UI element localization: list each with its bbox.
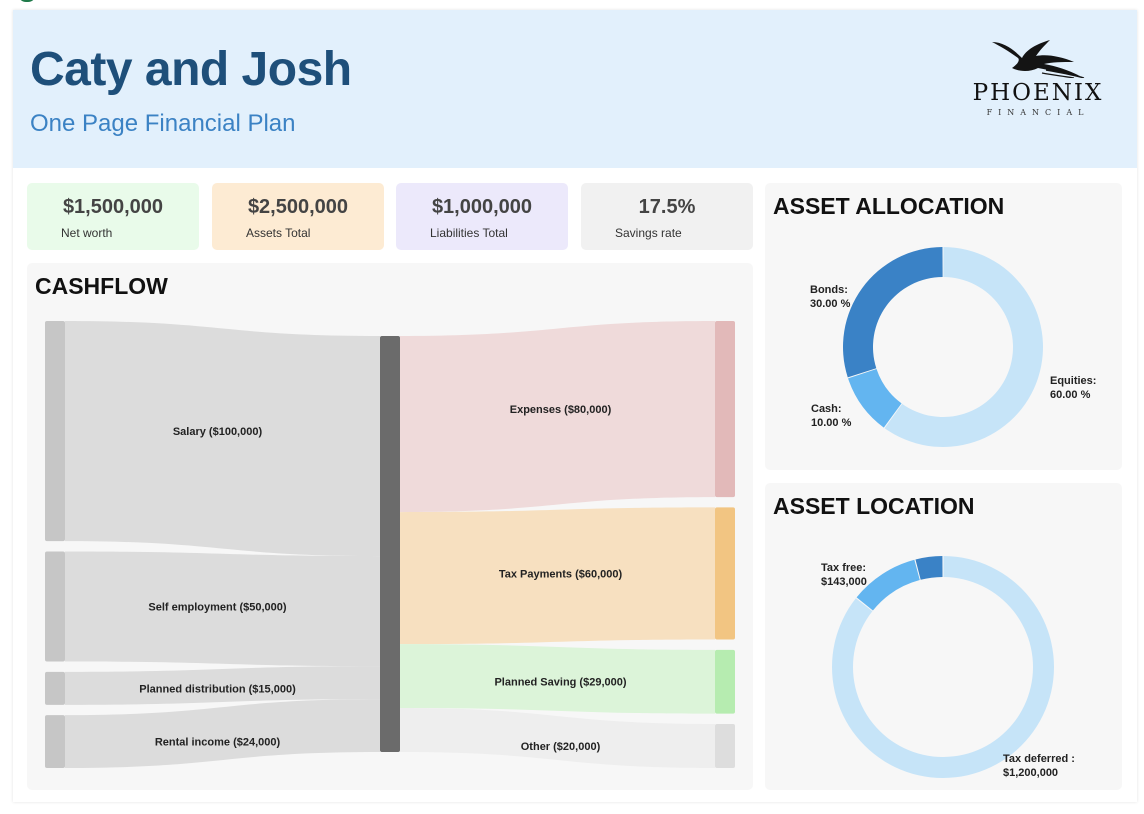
kpi-value: $2,500,000: [247, 196, 349, 218]
donut-slice-taxable: [915, 556, 943, 580]
kpi-label: Net worth: [61, 226, 113, 240]
donut-slice-bonds: [843, 247, 943, 378]
sankey-node-tax-payments: [715, 507, 735, 640]
asset-location-title: ASSET LOCATION: [773, 493, 975, 519]
sankey-link-tax-payments: [400, 507, 715, 645]
sankey-node-expenses: [715, 321, 735, 498]
donut-label-bonds: Bonds: 30.00 %: [810, 284, 851, 310]
kpi-label: Assets Total: [246, 226, 311, 240]
sankey-link-salary: [65, 321, 380, 557]
phoenix-bird-icon: [992, 40, 1085, 78]
sankey-node-rental-income: [45, 715, 65, 768]
sankey-node-planned-distribution: [45, 671, 65, 705]
financial-plan-page: Caty and Josh One Page Financial Plan PH…: [13, 10, 1137, 802]
savings-rate-card: 17.5% Savings rate: [581, 183, 753, 250]
kpi-value: $1,000,000: [431, 196, 533, 218]
asset-allocation-donut-chart: Equities: 60.00 % Cash: 10.00 % Bonds: 30.00 …: [810, 247, 1096, 447]
sankey-label-other: Other ($20,000): [521, 741, 601, 753]
asset-allocation-panel: ASSET ALLOCATION Equities: 60.00 % Cash: 10…: [765, 183, 1122, 470]
asset-allocation-title: ASSET ALLOCATION: [773, 193, 1005, 219]
plan-subtitle: One Page Financial Plan: [30, 110, 296, 137]
sankey-label-salary: Salary ($100,000): [173, 426, 263, 438]
donut-label-tax-deferred: Tax deferred : $1,200,000: [1003, 753, 1075, 779]
sankey-node-total-income: [380, 336, 400, 752]
sankey-node-planned-saving: [715, 649, 735, 714]
sankey-label-expenses: Expenses ($80,000): [510, 404, 612, 416]
donut-slice-cash: [848, 368, 902, 428]
kpi-value: $1,500,000: [62, 196, 164, 218]
donut-label-tax-free: Tax free: $143,000: [821, 562, 867, 588]
asset-location-panel: ASSET LOCATION Tax deferred : $1,200,000 T…: [765, 483, 1122, 790]
cashflow-sankey-chart: Salary ($100,000) Self employment ($50,00…: [45, 321, 735, 768]
page-header: Caty and Josh One Page Financial Plan PH…: [13, 10, 1137, 168]
logo-name: PHOENIX: [972, 80, 1104, 106]
liabilities-total-card: $1,000,000 Liabilities Total: [396, 183, 568, 250]
sankey-link-other: [400, 707, 715, 768]
sankey-node-other: [715, 723, 735, 768]
cashflow-title: CASHFLOW: [35, 273, 168, 299]
sankey-link-rental-income: [65, 699, 380, 768]
net-worth-card: $1,500,000 Net worth: [27, 183, 199, 250]
sankey-label-rental-income: Rental income ($24,000): [155, 737, 281, 749]
sankey-label-self-employment: Self employment ($50,000): [148, 601, 287, 613]
kpi-value: 17.5%: [638, 196, 696, 218]
assets-total-card: $2,500,000 Assets Total: [212, 183, 384, 250]
donut-slice-tax-free: [856, 559, 920, 611]
donut-slice-equities: [884, 247, 1043, 447]
sankey-link-self-employment: [65, 551, 380, 667]
cashflow-panel: CASHFLOW Salary ($100,000) Self employmen…: [27, 263, 753, 790]
donut-label-equities: Equities: 60.00 %: [1050, 375, 1096, 401]
donut-label-cash: Cash: 10.00 %: [811, 403, 852, 429]
asset-location-donut-chart: Tax deferred : $1,200,000 Tax free: $143,00…: [821, 556, 1075, 779]
sankey-link-planned-saving: [400, 644, 715, 714]
client-name: Caty and Josh: [30, 43, 352, 96]
corner-indicator: [18, 0, 36, 2]
sankey-label-planned-distribution: Planned distribution ($15,000): [139, 683, 296, 695]
sankey-link-expenses: [400, 321, 715, 513]
sankey-node-self-employment: [45, 551, 65, 662]
company-logo: PHOENIX FINANCIAL: [963, 38, 1113, 138]
sankey-label-tax-payments: Tax Payments ($60,000): [499, 568, 623, 580]
logo-tagline: FINANCIAL: [986, 108, 1090, 117]
sankey-node-salary: [45, 321, 65, 542]
kpi-label: Savings rate: [615, 226, 682, 240]
sankey-link-planned-distribution: [65, 666, 380, 705]
sankey-label-planned-saving: Planned Saving ($29,000): [494, 677, 626, 689]
kpi-label: Liabilities Total: [430, 226, 508, 240]
